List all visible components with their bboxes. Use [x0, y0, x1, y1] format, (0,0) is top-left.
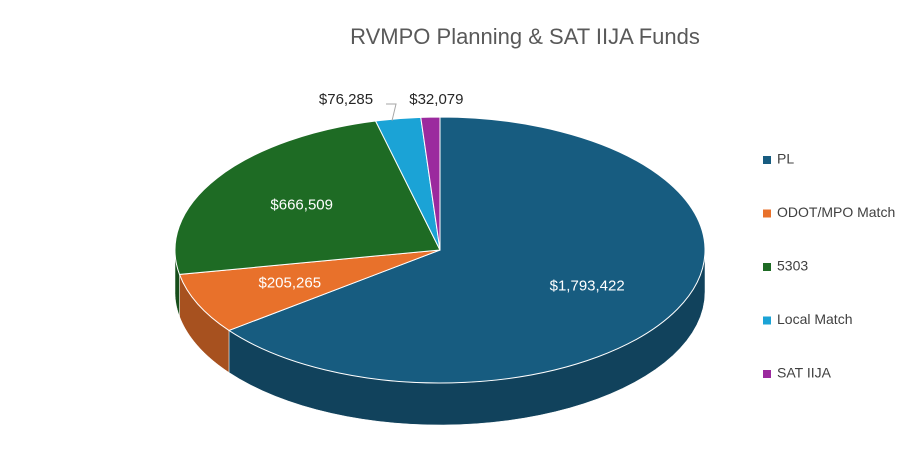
chart-title: RVMPO Planning & SAT IIJA Funds [350, 24, 700, 49]
legend-label: ODOT/MPO Match [777, 204, 895, 220]
legend-label: SAT IIJA [777, 365, 832, 381]
slice [227, 116, 706, 384]
legend-swatch [763, 209, 771, 218]
legend-label: PL [777, 151, 794, 167]
data-label: $76,285 [319, 91, 373, 108]
slice [174, 120, 441, 275]
data-label: $32,079 [409, 91, 463, 108]
slice [178, 249, 441, 332]
data-label: $205,265 [258, 274, 321, 291]
data-label: $1,793,422 [550, 278, 625, 295]
legend-swatch [763, 263, 771, 271]
legend-swatch [763, 370, 771, 378]
legend-swatch [763, 316, 771, 325]
data-label: $666,509 [270, 196, 333, 213]
legend-swatch [763, 156, 771, 164]
slice [420, 116, 441, 251]
legend-label: Local Match [777, 311, 852, 327]
legend-label: 5303 [777, 258, 808, 274]
leader-line [386, 103, 397, 121]
